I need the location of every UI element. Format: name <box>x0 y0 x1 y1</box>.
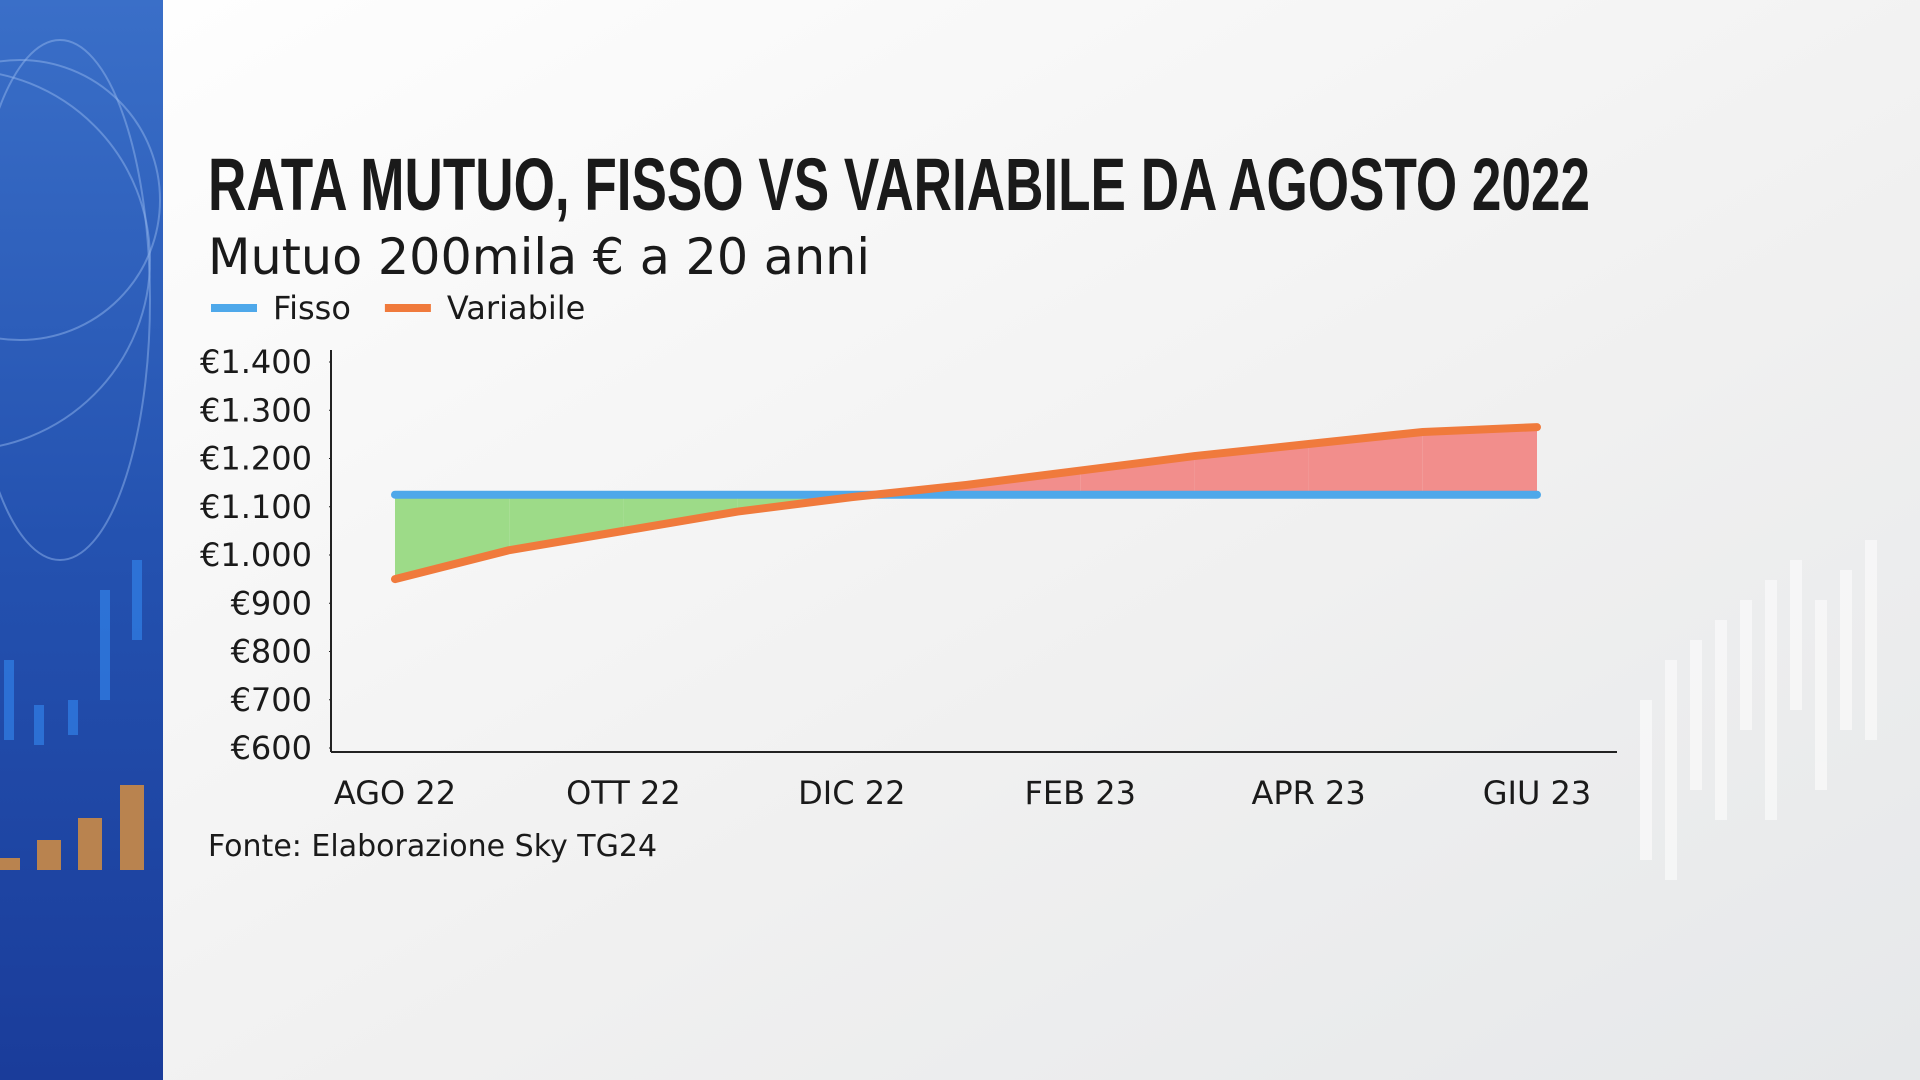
chart-subtitle: Mutuo 200mila € a 20 anni <box>208 228 870 286</box>
difference-area <box>1308 431 1423 495</box>
x-tick-label: FEB 23 <box>1024 774 1135 812</box>
side-panel <box>0 0 163 1080</box>
difference-area <box>1422 427 1537 495</box>
y-tick-label: €700 <box>231 681 312 719</box>
decor-candles <box>1640 540 1877 880</box>
x-tick-label: AGO 22 <box>334 774 456 812</box>
difference-area <box>509 494 624 551</box>
difference-area <box>1080 456 1195 495</box>
y-tick-label: €1.100 <box>200 488 312 526</box>
y-tick-label: €1.400 <box>200 343 312 381</box>
y-tick-label: €1.000 <box>200 536 312 574</box>
x-tick-label: OTT 22 <box>566 774 681 812</box>
difference-area <box>395 494 510 580</box>
x-tick-label: DIC 22 <box>798 774 905 812</box>
legend-label: Variabile <box>447 289 585 327</box>
y-tick-label: €600 <box>231 729 312 767</box>
source-note: Fonte: Elaborazione Sky TG24 <box>208 829 657 864</box>
series-line <box>391 423 1541 584</box>
x-tick-label: GIU 23 <box>1483 774 1592 812</box>
chart-title: RATA MUTUO, FISSO VS VARIABILE DA AGOSTO… <box>208 143 1590 226</box>
y-tick-label: €800 <box>231 633 312 671</box>
y-tick-label: €1.300 <box>200 391 312 429</box>
y-tick-label: €1.200 <box>200 440 312 478</box>
y-tick-label: €900 <box>231 584 312 622</box>
difference-area <box>623 494 738 531</box>
legend-label: Fisso <box>273 289 351 327</box>
x-tick-label: APR 23 <box>1251 774 1365 812</box>
